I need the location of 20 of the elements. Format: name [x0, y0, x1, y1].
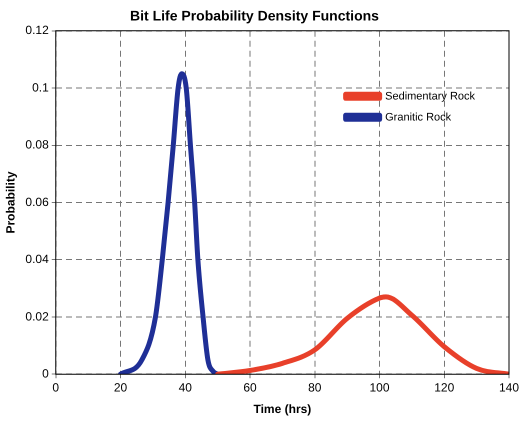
- y-tick-label: 0.06: [25, 194, 50, 209]
- y-tick-label: 0.04: [25, 252, 50, 266]
- y-tick-label: 0: [42, 366, 50, 381]
- legend-label: Sedimentary Rock: [385, 90, 476, 102]
- legend-label: Granitic Rock: [385, 111, 452, 124]
- y-tick-label: 0.1: [32, 80, 50, 94]
- x-tick-label: 120: [434, 380, 455, 395]
- x-tick-label: 60: [243, 380, 257, 395]
- y-tick-label: 0.12: [25, 23, 50, 38]
- y-tick-label: 0.08: [25, 138, 50, 152]
- x-tick-label: 40: [178, 380, 192, 395]
- x-tick-label: 0: [52, 380, 60, 395]
- x-axis-title: Time (hrs): [253, 402, 312, 416]
- x-tick-label: 100: [369, 380, 390, 395]
- y-axis-title: Probability: [4, 171, 18, 234]
- y-tick-label: 0.02: [25, 309, 50, 324]
- chart-title: Bit Life Probability Density Functions: [130, 7, 380, 24]
- x-tick-label: 80: [308, 380, 322, 395]
- x-tick-label: 140: [498, 380, 520, 395]
- x-tick-label: 20: [114, 380, 128, 395]
